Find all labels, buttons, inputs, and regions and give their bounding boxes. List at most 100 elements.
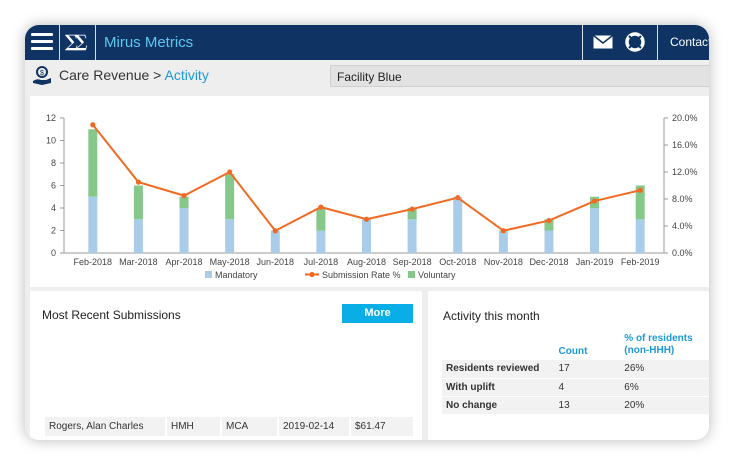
x-tick-label: Jul-2018 — [304, 257, 339, 267]
y-tick-label: 8 — [51, 158, 56, 168]
submission-amount: $61.47 — [350, 417, 415, 436]
column-header: Count — [558, 346, 588, 357]
mail-icon[interactable] — [593, 35, 613, 49]
y-tick-label: 4 — [51, 203, 56, 213]
legend-label: Voluntary — [418, 270, 456, 280]
y2-tick-label: 8.0% — [672, 194, 693, 204]
legend-marker — [309, 271, 315, 278]
table-row: Residents reviewed 17 26% — [442, 360, 709, 379]
bar-mandatory — [590, 208, 600, 253]
x-tick-label: Jun-2018 — [257, 257, 295, 267]
x-tick-label: Aug-2018 — [347, 257, 386, 267]
submission-name: Rogers, Alan Charles — [45, 417, 167, 436]
facility-select[interactable]: Facility Blue — [330, 65, 709, 87]
legend-label: Submission Rate % — [322, 270, 401, 280]
submission-date: 2019-02-14 — [278, 417, 351, 436]
x-tick-label: Nov-2018 — [484, 257, 523, 267]
submission-rate-point — [90, 122, 96, 128]
submission-rate-point — [591, 198, 598, 204]
bar-mandatory — [407, 219, 417, 253]
activity-table: Count % of residents (non-HHH) Residents… — [442, 333, 709, 415]
bar-mandatory — [270, 230, 280, 253]
y-tick-label: 6 — [51, 181, 56, 191]
bar-voluntary — [407, 208, 417, 220]
submission-code: MCA — [221, 417, 279, 436]
bar-voluntary — [316, 208, 326, 231]
bar-mandatory — [316, 230, 326, 253]
bar-mandatory — [88, 196, 98, 253]
table-row: No change 13 20% — [442, 396, 709, 415]
bar-mandatory — [133, 219, 143, 253]
breadcrumb-root[interactable]: Care Revenue — [59, 67, 150, 83]
table-row[interactable]: Rogers, Alan Charles HMH MCA 2019-02-14 … — [45, 417, 415, 436]
legend-swatch — [408, 271, 415, 278]
row-count: 13 — [554, 396, 621, 415]
brand-name[interactable]: Mirus Metrics — [104, 34, 194, 51]
bar-mandatory — [544, 230, 554, 253]
y-tick-label: 2 — [51, 226, 56, 236]
activity-month-panel: Activity this month Count % of residents… — [428, 291, 709, 440]
brand-logo: ∑∑ — [65, 32, 88, 52]
table-row: With uplift 4 6% — [442, 378, 709, 397]
submission-rate-point — [500, 228, 506, 234]
bar-mandatory — [362, 219, 371, 253]
x-tick-label: May-2018 — [210, 257, 250, 267]
y2-tick-label: 12.0% — [672, 167, 698, 177]
app-window: ∑∑ Mirus Metrics Contact $ Care Revenue … — [25, 25, 709, 440]
submission-rate-point — [363, 216, 370, 222]
bar-voluntary — [635, 185, 645, 220]
column-header: % of residents (non-HHH) — [624, 333, 693, 356]
care-revenue-icon: $ — [33, 66, 51, 85]
lifebuoy-icon[interactable] — [625, 32, 645, 52]
row-percent: 6% — [620, 378, 709, 397]
submission-rate-point — [318, 204, 324, 210]
submission-type: HMH — [166, 417, 222, 436]
submission-rate-point — [227, 169, 233, 175]
bar-mandatory — [498, 230, 508, 253]
x-tick-label: Jan-2019 — [576, 257, 614, 267]
x-tick-label: Oct-2018 — [439, 257, 476, 267]
y-tick-label: 0 — [51, 248, 56, 258]
row-count: 4 — [554, 378, 621, 397]
row-label: No change — [442, 396, 555, 415]
bar-mandatory — [635, 219, 645, 253]
y2-tick-label: 16.0% — [672, 140, 698, 150]
contact-link[interactable]: Contact — [670, 35, 709, 49]
submission-rate-point — [637, 187, 643, 193]
bar-voluntary — [179, 196, 189, 208]
row-percent: 20% — [620, 396, 709, 415]
recent-submissions-panel: Most Recent Submissions More Rogers, Ala… — [30, 291, 422, 440]
y2-tick-label: 4.0% — [672, 221, 693, 231]
x-tick-label: Sep-2018 — [393, 257, 432, 267]
page-header: $ Care Revenue > Activity Facility Blue — [25, 60, 709, 94]
more-button[interactable]: More — [342, 304, 413, 323]
navbar-divider — [59, 25, 60, 60]
row-percent: 26% — [620, 360, 709, 379]
x-tick-label: Apr-2018 — [166, 257, 203, 267]
submission-rate-point — [409, 206, 415, 212]
submissions-table: Rogers, Alan Charles HMH MCA 2019-02-14 … — [45, 417, 415, 436]
bar-voluntary — [225, 174, 235, 220]
bar-mandatory — [453, 196, 463, 253]
top-navbar: ∑∑ Mirus Metrics Contact — [25, 25, 709, 60]
row-label: With uplift — [442, 378, 555, 397]
navbar-divider — [657, 25, 658, 60]
submission-rate-point — [135, 179, 142, 185]
bar-mandatory — [179, 208, 189, 253]
hamburger-icon[interactable] — [31, 33, 53, 51]
bar-voluntary — [88, 129, 98, 197]
submission-rate-point — [546, 218, 552, 224]
bar-mandatory — [225, 219, 235, 253]
y2-tick-label: 0.0% — [672, 248, 693, 258]
column-header — [442, 333, 555, 360]
breadcrumb-current[interactable]: Activity — [164, 67, 209, 83]
breadcrumb-separator: > — [153, 67, 162, 83]
row-label: Residents reviewed — [442, 360, 555, 379]
bar-voluntary — [544, 219, 554, 231]
legend-label: Mandatory — [215, 270, 258, 280]
bar-voluntary — [133, 185, 143, 220]
y2-tick-label: 20.0% — [672, 113, 698, 123]
x-tick-label: Dec-2018 — [529, 257, 568, 267]
chart-svg: 0 2 4 6 8 10 12 0.0% 4.0% 8.0% 12.0% 16.0% 20.0% Feb-… — [46, 113, 698, 280]
navbar-divider — [95, 25, 96, 60]
